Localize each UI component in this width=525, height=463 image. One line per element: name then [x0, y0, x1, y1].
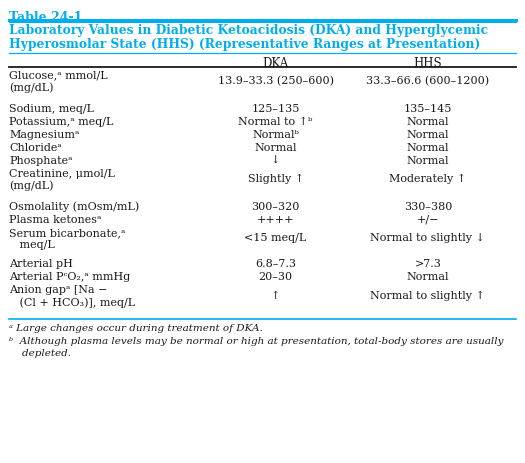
Text: 125–135: 125–135	[251, 104, 300, 114]
Text: Normal to ↑ᵇ: Normal to ↑ᵇ	[238, 117, 313, 127]
Text: Normal: Normal	[407, 130, 449, 140]
Text: 6.8–7.3: 6.8–7.3	[255, 259, 296, 269]
Text: Arterial pH: Arterial pH	[9, 259, 74, 269]
Text: Chlorideᵃ: Chlorideᵃ	[9, 143, 62, 153]
Text: ᵇ  Although plasma levels may be normal or high at presentation, total-body stor: ᵇ Although plasma levels may be normal o…	[9, 337, 504, 358]
Text: ↓: ↓	[271, 156, 280, 166]
Text: 13.9–33.3 (250–600): 13.9–33.3 (250–600)	[218, 76, 333, 86]
Text: Normal: Normal	[255, 143, 297, 153]
Text: DKA: DKA	[262, 57, 289, 70]
Text: Arterial PᶜO₂,ᵃ mmHg: Arterial PᶜO₂,ᵃ mmHg	[9, 272, 131, 282]
Text: Normal: Normal	[407, 272, 449, 282]
Text: Serum bicarbonate,ᵃ
   meq/L: Serum bicarbonate,ᵃ meq/L	[9, 228, 126, 250]
Text: Osmolality (mOsm/mL): Osmolality (mOsm/mL)	[9, 202, 140, 213]
Text: >7.3: >7.3	[414, 259, 442, 269]
Text: Phosphateᵃ: Phosphateᵃ	[9, 156, 73, 166]
Text: Potassium,ᵃ meq/L: Potassium,ᵃ meq/L	[9, 117, 114, 127]
Text: Glucose,ᵃ mmol/L
(mg/dL): Glucose,ᵃ mmol/L (mg/dL)	[9, 70, 108, 93]
Text: Hyperosmolar State (HHS) (Representative Ranges at Presentation): Hyperosmolar State (HHS) (Representative…	[9, 38, 481, 51]
Text: Normal: Normal	[407, 143, 449, 153]
Text: Normal: Normal	[407, 117, 449, 127]
Text: ᵃ Large changes occur during treatment of DKA.: ᵃ Large changes occur during treatment o…	[9, 324, 263, 333]
Text: <15 meq/L: <15 meq/L	[245, 233, 307, 244]
Text: Table 24-1: Table 24-1	[9, 11, 83, 24]
Text: Slightly ↑: Slightly ↑	[248, 174, 303, 184]
Text: Sodium, meq/L: Sodium, meq/L	[9, 104, 94, 114]
Text: ++++: ++++	[257, 215, 295, 225]
Text: Creatinine, μmol/L
(mg/dL): Creatinine, μmol/L (mg/dL)	[9, 169, 116, 191]
Text: Magnesiumᵃ: Magnesiumᵃ	[9, 130, 80, 140]
Text: Plasma ketonesᵃ: Plasma ketonesᵃ	[9, 215, 102, 225]
Text: Normal: Normal	[407, 156, 449, 166]
Text: 33.3–66.6 (600–1200): 33.3–66.6 (600–1200)	[366, 76, 489, 86]
Text: 135–145: 135–145	[404, 104, 452, 114]
Text: Moderately ↑: Moderately ↑	[390, 174, 466, 184]
Text: Normalᵇ: Normalᵇ	[252, 130, 299, 140]
Text: Anion gapᵃ [Na −
   (Cl + HCO₃)], meq/L: Anion gapᵃ [Na − (Cl + HCO₃)], meq/L	[9, 285, 135, 308]
Text: 330–380: 330–380	[404, 202, 452, 212]
Text: +/−: +/−	[417, 215, 439, 225]
Text: Normal to slightly ↓: Normal to slightly ↓	[371, 233, 485, 244]
Text: ↑: ↑	[271, 291, 280, 301]
Text: Laboratory Values in Diabetic Ketoacidosis (DKA) and Hyperglycemic: Laboratory Values in Diabetic Ketoacidos…	[9, 24, 489, 37]
Text: HHS: HHS	[414, 57, 442, 70]
Text: 20–30: 20–30	[258, 272, 293, 282]
Text: Normal to slightly ↑: Normal to slightly ↑	[371, 291, 485, 301]
Text: 300–320: 300–320	[251, 202, 300, 212]
